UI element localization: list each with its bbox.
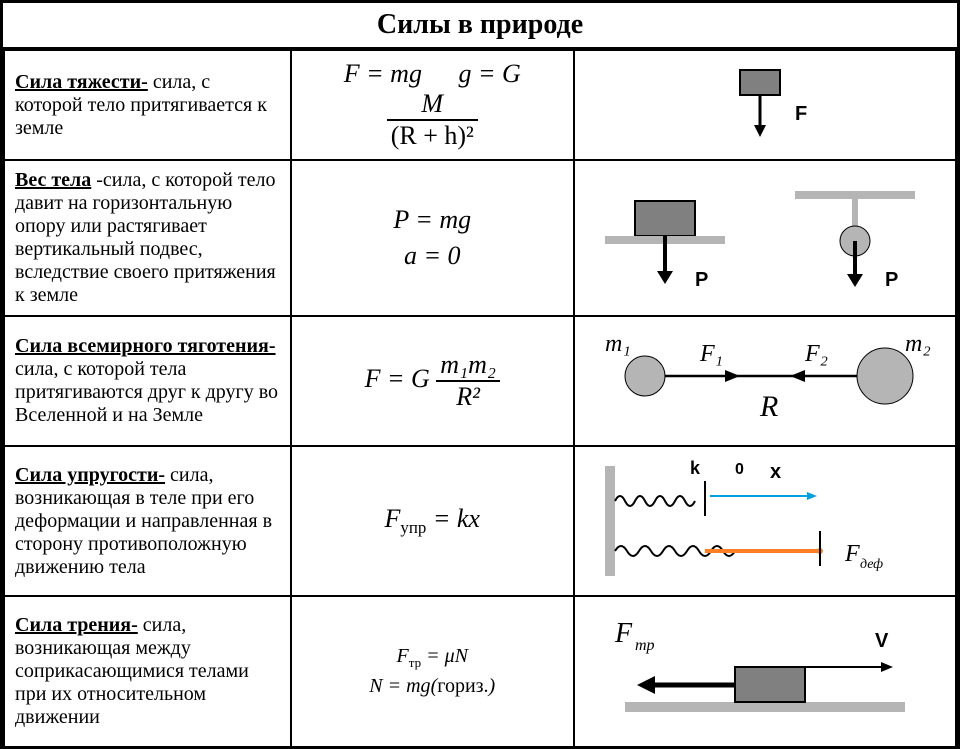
def-friction: Сила трения- сила, возникающая между соп…: [4, 596, 291, 746]
svg-text:F: F: [614, 618, 633, 649]
def-weight: Вес тела -сила, с которой тело давит на …: [4, 160, 291, 316]
diagram-friction: F тр V: [574, 596, 956, 746]
term-gravity: Сила тяжести-: [15, 71, 148, 93]
svg-text:k: k: [690, 458, 701, 478]
diagram-elastic: k 0 x F деф: [574, 446, 956, 596]
svg-text:R: R: [759, 390, 778, 423]
svg-text:F₁: F₁: [699, 341, 723, 367]
term-weight: Вес тела: [15, 169, 91, 191]
term-elastic: Сила упругости-: [15, 464, 165, 486]
svg-text:x: x: [770, 461, 781, 483]
forces-table: Сила тяжести- сила, с которой тело притя…: [3, 49, 957, 746]
svg-text:F: F: [795, 103, 807, 125]
diagram-universal: m₁ m₂ F₁ F₂ R: [574, 316, 956, 446]
formula-friction: Fтр = μN N = mg(гориз.): [291, 596, 574, 746]
svg-text:0: 0: [735, 461, 744, 478]
eq-gravity-1: F = mg: [344, 59, 422, 89]
svg-text:P: P: [695, 269, 708, 291]
svg-text:F: F: [844, 541, 860, 567]
eq-weight-2: a = 0: [302, 241, 563, 271]
universal-svg: m₁ m₂ F₁ F₂ R: [585, 326, 945, 436]
weight-svg: P P: [595, 181, 935, 296]
friction-svg: F тр V: [595, 612, 935, 732]
svg-text:тр: тр: [635, 637, 655, 654]
formula-weight: P = mg a = 0: [291, 160, 574, 316]
gravity-svg: F: [705, 65, 825, 145]
formula-elastic: Fупр = kx: [291, 446, 574, 596]
diagram-weight: P P: [574, 160, 956, 316]
term-universal: Сила всемирного тяготения-: [15, 335, 276, 357]
term-friction: Сила трения-: [15, 614, 138, 636]
def-universal-text: сила, с которой тела притягиваются друг …: [15, 358, 278, 426]
svg-text:m₂: m₂: [905, 331, 931, 357]
formula-gravity: F = mg g = G M(R + h)²: [291, 50, 574, 160]
svg-text:F₂: F₂: [804, 341, 828, 367]
svg-text:V: V: [875, 630, 889, 652]
svg-text:деф: деф: [860, 557, 883, 572]
svg-text:m₁: m₁: [605, 331, 631, 357]
def-universal: Сила всемирного тяготения- сила, с котор…: [4, 316, 291, 446]
def-elastic: Сила упругости- сила, возникающая в теле…: [4, 446, 291, 596]
page-title: Силы в природе: [3, 3, 957, 49]
def-gravity: Сила тяжести- сила, с которой тело притя…: [4, 50, 291, 160]
eq-weight-1: P = mg: [302, 205, 563, 235]
document-frame: Силы в природе Сила тяжести- сила, с кот…: [0, 0, 960, 749]
elastic-svg: k 0 x F деф: [595, 456, 935, 586]
diagram-gravity: F: [574, 50, 956, 160]
svg-text:P: P: [885, 269, 898, 291]
formula-universal: F = G m₁m₂R²: [291, 316, 574, 446]
